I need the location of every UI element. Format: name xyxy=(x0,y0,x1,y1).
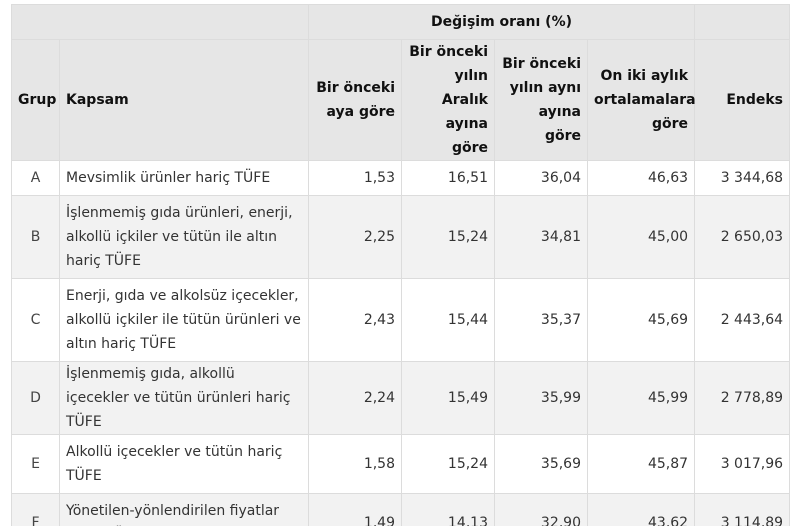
column-header-12m-average: On iki aylık ortalamalara göre xyxy=(586,39,696,161)
cell-group: B xyxy=(11,195,60,279)
cell-scope: Yönetilen-yönlendirilen fiyatlar hariç T… xyxy=(59,493,309,526)
header-row-top: Değişim oranı (%) xyxy=(11,4,791,40)
column-header-monthly: Bir önceki aya göre xyxy=(308,39,402,161)
column-header-group: Grup xyxy=(11,39,60,161)
cell-yoy: 35,37 xyxy=(494,278,588,362)
cell-scope: Alkollü içecekler ve tütün hariç TÜFE xyxy=(59,434,309,494)
header-empty-right xyxy=(694,4,791,40)
cell-yoy: 35,99 xyxy=(494,361,588,435)
header-change-rate-group: Değişim oranı (%) xyxy=(307,4,696,40)
cell-monthly: 1,49 xyxy=(308,493,402,526)
cell-scope: Enerji, gıda ve alkolsüz içecekler, alko… xyxy=(59,278,309,362)
cell-ytd: 16,51 xyxy=(401,160,495,196)
table-row: D İşlenmemiş gıda, alkollü içecekler ve … xyxy=(11,361,791,435)
cell-monthly: 1,53 xyxy=(308,160,402,196)
cell-group: C xyxy=(11,278,60,362)
table-row: A Mevsimlik ürünler hariç TÜFE 1,53 16,5… xyxy=(11,160,791,196)
table-row: C Enerji, gıda ve alkolsüz içecekler, al… xyxy=(11,278,791,362)
cell-ytd: 15,49 xyxy=(401,361,495,435)
cell-group: A xyxy=(11,160,60,196)
table-row: F Yönetilen-yönlendirilen fiyatlar hariç… xyxy=(11,493,791,526)
cell-12m-average: 45,00 xyxy=(586,195,696,279)
header-row-columns: Grup Kapsam Bir önceki aya göre Bir önce… xyxy=(11,39,791,161)
cell-monthly: 2,24 xyxy=(308,361,402,435)
column-header-ytd: Bir önceki yılın Aralık ayına göre xyxy=(401,39,495,161)
table-row: B İşlenmemiş gıda ürünleri, enerji, alko… xyxy=(11,195,791,279)
cell-index: 3 344,68 xyxy=(694,160,791,196)
cell-yoy: 36,04 xyxy=(494,160,588,196)
core-inflation-table: Değişim oranı (%) Grup Kapsam Bir önceki… xyxy=(11,4,791,526)
cell-group: D xyxy=(11,361,60,435)
cell-scope: İşlenmemiş gıda ürünleri, enerji, alkoll… xyxy=(59,195,309,279)
cell-index: 2 650,03 xyxy=(694,195,791,279)
cell-index: 2 443,64 xyxy=(694,278,791,362)
cell-ytd: 15,24 xyxy=(401,434,495,494)
cell-monthly: 1,58 xyxy=(308,434,402,494)
cell-ytd: 15,24 xyxy=(401,195,495,279)
cell-12m-average: 45,69 xyxy=(586,278,696,362)
cell-yoy: 34,81 xyxy=(494,195,588,279)
cell-12m-average: 46,63 xyxy=(586,160,696,196)
cell-group: E xyxy=(11,434,60,494)
cell-12m-average: 45,99 xyxy=(586,361,696,435)
table-row: E Alkollü içecekler ve tütün hariç TÜFE … xyxy=(11,434,791,494)
cell-yoy: 32,90 xyxy=(494,493,588,526)
cell-index: 2 778,89 xyxy=(694,361,791,435)
column-header-scope: Kapsam xyxy=(59,39,309,161)
cell-scope: Mevsimlik ürünler hariç TÜFE xyxy=(59,160,309,196)
header-empty-left xyxy=(11,4,309,40)
cell-scope: İşlenmemiş gıda, alkollü içecekler ve tü… xyxy=(59,361,309,435)
cell-ytd: 15,44 xyxy=(401,278,495,362)
cell-ytd: 14,13 xyxy=(401,493,495,526)
column-header-index: Endeks xyxy=(694,39,791,161)
cell-index: 3 017,96 xyxy=(694,434,791,494)
cell-yoy: 35,69 xyxy=(494,434,588,494)
cell-group: F xyxy=(11,493,60,526)
cell-index: 3 114,89 xyxy=(694,493,791,526)
column-header-yoy: Bir önceki yılın aynı ayına göre xyxy=(494,39,588,161)
cell-monthly: 2,25 xyxy=(308,195,402,279)
cell-12m-average: 45,87 xyxy=(586,434,696,494)
cell-12m-average: 43,62 xyxy=(586,493,696,526)
cell-monthly: 2,43 xyxy=(308,278,402,362)
